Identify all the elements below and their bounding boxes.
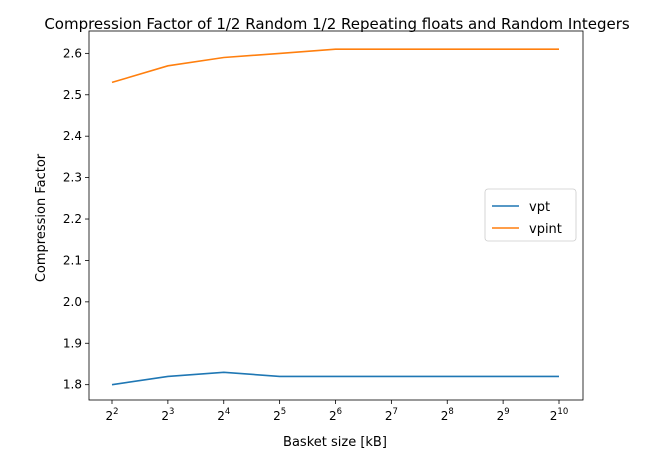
x-tick-label: 22 xyxy=(105,407,118,423)
x-tick-label: 210 xyxy=(550,407,568,423)
y-tick-label: 2.0 xyxy=(63,295,82,309)
y-tick-label: 1.9 xyxy=(63,336,82,350)
x-tick-label: 27 xyxy=(385,407,398,423)
y-tick-label: 2.5 xyxy=(63,88,82,102)
y-tick-label: 2.6 xyxy=(63,46,82,60)
y-tick-label: 2.1 xyxy=(63,253,82,267)
x-tick-label: 28 xyxy=(441,407,454,423)
x-tick-label: 23 xyxy=(161,407,174,423)
y-tick-label: 1.8 xyxy=(63,378,82,392)
y-axis-ticks: 1.8 1.9 2.0 2.1 2.2 2.3 2.4 2.5 2.6 xyxy=(63,46,89,392)
series-layer xyxy=(111,48,559,386)
y-tick-label: 2.3 xyxy=(63,171,82,185)
chart-title: Compression Factor of 1/2 Random 1/2 Rep… xyxy=(44,15,630,33)
series-line-vpint xyxy=(111,48,559,84)
y-tick-label: 2.2 xyxy=(63,212,82,226)
series-line-vpt xyxy=(111,371,559,386)
y-axis-label: Compression Factor xyxy=(34,153,49,282)
plot-frame xyxy=(88,30,584,401)
x-tick-label: 26 xyxy=(329,407,342,423)
x-axis-ticks: 22 23 24 25 26 27 28 29 210 xyxy=(105,400,568,423)
x-tick-label: 25 xyxy=(273,407,286,423)
legend: vpt vpint xyxy=(484,188,577,242)
legend-label-vpint: vpint xyxy=(529,222,562,237)
x-axis-label: Basket size [kB] xyxy=(283,435,387,450)
x-tick-label: 24 xyxy=(217,407,230,423)
y-tick-label: 2.4 xyxy=(63,129,82,143)
x-tick-label: 29 xyxy=(497,407,510,423)
legend-label-vpt: vpt xyxy=(529,200,550,215)
